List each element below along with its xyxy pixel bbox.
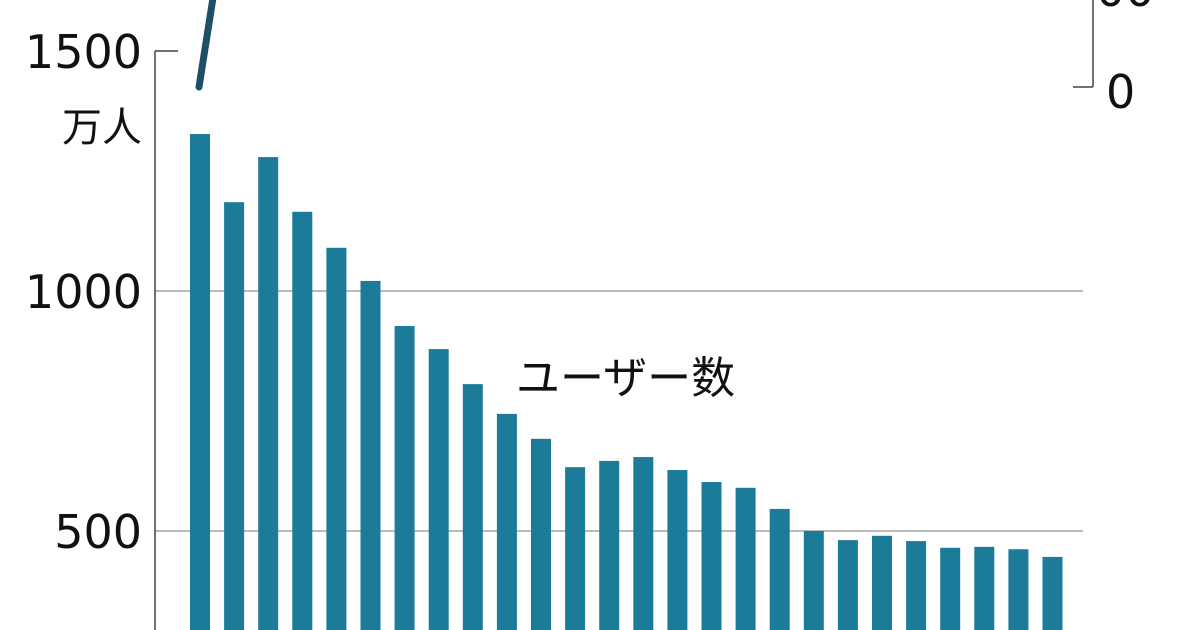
- bar-12: [565, 467, 586, 630]
- bar-23: [940, 547, 961, 630]
- bar-1: [190, 134, 210, 630]
- bar-13: [599, 460, 620, 630]
- bar-3: [258, 157, 279, 630]
- bar-11: [531, 438, 551, 630]
- bar-5: [326, 247, 347, 630]
- bar-26: [1042, 556, 1063, 630]
- bar-9: [462, 384, 483, 630]
- bar-22: [906, 541, 927, 630]
- secondary-tick-label-cut: 00: [1096, 0, 1155, 17]
- bar-20: [837, 540, 858, 630]
- bar-14: [633, 457, 654, 630]
- bar-15: [667, 470, 688, 630]
- y-unit-label: 万人: [62, 105, 142, 151]
- bar-10: [496, 413, 517, 630]
- y-tick-label-1500: 1500: [25, 25, 142, 79]
- bar-18: [769, 508, 790, 630]
- bar-21: [872, 535, 892, 630]
- bar-24: [974, 546, 995, 630]
- bar-8: [428, 349, 449, 630]
- series-label: ユーザー数: [516, 353, 735, 404]
- bar-17: [735, 487, 756, 630]
- bar-4: [292, 211, 313, 630]
- bar-6: [360, 280, 381, 630]
- bar-25: [1008, 549, 1029, 630]
- bar-2: [224, 202, 245, 630]
- line-series-segment: [195, 0, 217, 91]
- y-tick-label-1000: 1000: [25, 265, 142, 319]
- bar-19: [803, 531, 824, 630]
- secondary-tick-label-0: 0: [1106, 65, 1135, 119]
- bar-7: [394, 326, 415, 630]
- bar-16: [701, 482, 722, 630]
- y-tick-label-500: 500: [54, 505, 142, 559]
